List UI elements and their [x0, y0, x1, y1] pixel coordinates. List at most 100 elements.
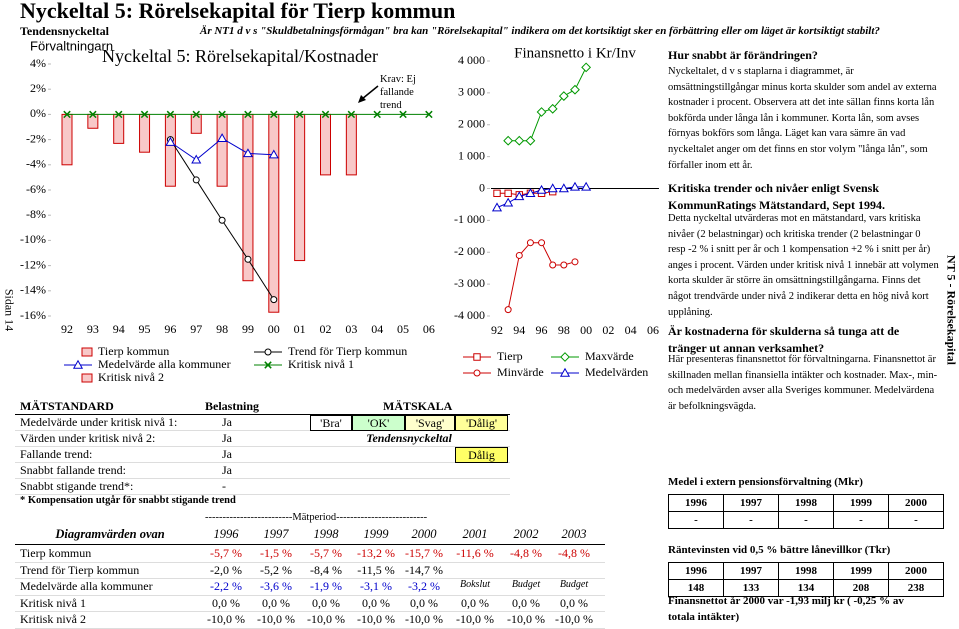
table-cell: 0,0 %	[262, 595, 290, 610]
row-rule	[15, 494, 510, 495]
y-tick-label: 3 000	[458, 85, 485, 99]
table-cell: -5,2 %	[260, 562, 292, 577]
row-rule	[15, 594, 605, 596]
table-cell: -10,0 %	[405, 612, 443, 626]
row-value: Ja	[222, 447, 232, 461]
legend-swatch	[81, 373, 93, 383]
chart-title: Nyckeltal 5: Rörelsekapital/Kostnader	[102, 46, 378, 66]
data-point	[321, 110, 330, 119]
data-point	[569, 181, 581, 191]
row-rule	[15, 446, 510, 447]
data-point	[191, 154, 202, 164]
legend-marker	[264, 361, 272, 369]
page-subtitle: Tendensnyckeltal	[20, 24, 109, 38]
data-point	[89, 110, 97, 119]
data-point	[218, 216, 226, 224]
data-point	[347, 110, 356, 119]
row-rule	[15, 430, 510, 431]
x-tick-label: 06	[647, 323, 659, 337]
x-tick-label: 92	[491, 323, 503, 337]
table-cell: -10,0 %	[555, 612, 593, 626]
x-tick-label: 98	[558, 323, 570, 337]
table-header: Diagramvärden ovan	[55, 527, 165, 541]
row-label: Fallande trend:	[20, 447, 93, 461]
table-cell: -13,2 %	[357, 546, 395, 560]
table-header: 2001	[462, 527, 488, 541]
row-value: Ja	[222, 463, 232, 477]
section-heading: Kritiska trender och nivåer enligt Svens…	[668, 181, 886, 212]
table-cell: -1,9 %	[310, 579, 342, 593]
x-tick-label: 02	[602, 323, 614, 337]
legend-label: Trend för Tierp kommun	[288, 344, 407, 358]
chart-label: Förvaltningarn	[30, 38, 113, 53]
y-tick-label: -16%	[20, 308, 46, 322]
data-point	[270, 110, 278, 119]
x-tick-label: 93	[87, 322, 99, 336]
table-cell: -	[888, 511, 944, 529]
x-tick-label: 03	[345, 322, 357, 336]
note: Finansnettot år 2000 var -1,93 milj kr (…	[668, 595, 904, 623]
row-value: -	[222, 479, 226, 493]
data-point	[547, 103, 558, 114]
legend-label: Tierp kommun	[98, 344, 169, 358]
table-title: Medel i extern pensionsförvaltning (Mkr)	[668, 476, 863, 488]
row-rule	[15, 578, 605, 579]
bar	[345, 113, 357, 176]
table-cell: -10,0 %	[257, 612, 295, 626]
table-header: 1998	[778, 562, 833, 580]
footnote: * Kompensation utgår för snabbt stigande…	[20, 495, 236, 506]
y-tick-label: -6%	[26, 182, 46, 196]
x-tick-label: 04	[371, 322, 383, 336]
data-point	[570, 84, 580, 95]
data-point	[399, 110, 407, 119]
y-tick-label: -2%	[26, 131, 46, 145]
annotation-arrow	[361, 85, 379, 100]
legend-label: Medelvärden	[585, 365, 648, 379]
table-cell: 148	[668, 579, 723, 597]
table-cell: -10,0 %	[456, 612, 494, 626]
y-tick-label: 2 000	[458, 117, 485, 131]
x-tick-label: 06	[423, 322, 435, 336]
y-tick-label: -1 000	[454, 212, 485, 226]
row-rule	[15, 561, 605, 563]
row-value: Ja	[222, 415, 232, 429]
table-cell: Budget	[559, 579, 589, 590]
row-label: Snabbt fallande trend:	[20, 463, 126, 477]
legend-label: Kritisk nivå 2	[98, 370, 164, 384]
table-cell: 0,0 %	[461, 595, 489, 610]
section-text: Nyckeltalet, d v s staplarna i diagramme…	[668, 66, 937, 171]
table-cell: -8,4 %	[310, 562, 342, 577]
x-tick-label: 01	[294, 322, 306, 336]
page-question: Är NT1 d v s "Skuldbetalningsförmågan" b…	[200, 25, 880, 37]
data-point	[63, 110, 71, 119]
x-tick-label: 04	[625, 323, 637, 337]
legend-label: Maxvärde	[585, 349, 634, 363]
table-header: 1997	[723, 494, 778, 512]
data-point	[536, 184, 547, 194]
row-label: Medelvärde under kritisk nivå 1:	[20, 415, 178, 429]
section-text: Detta nyckeltal utvärderas mot en mätsta…	[668, 213, 939, 318]
table-cell: -10,0 %	[507, 612, 545, 626]
x-tick-label: 96	[164, 322, 176, 336]
period-label: -------------------------Mätperiod------…	[205, 512, 428, 523]
data-point	[493, 189, 501, 197]
table-cell: -10,0 %	[307, 612, 345, 626]
x-tick-label: 95	[139, 322, 151, 336]
y-tick-label: -2 000	[454, 244, 485, 258]
data-point	[558, 91, 569, 101]
y-tick-label: -8%	[26, 207, 46, 221]
scale-subtitle: Tendensnyckeltal	[366, 431, 452, 445]
table-cell: Bokslut	[460, 579, 490, 590]
data-point	[526, 239, 534, 247]
row-label: Tierp kommun	[20, 546, 92, 560]
legend-label: Minvärde	[497, 365, 544, 379]
x-tick-label: 00	[268, 322, 280, 336]
table-header: MÄTSTANDARD	[20, 399, 114, 413]
table-cell: -15,7 %	[405, 546, 443, 560]
table-header: 2000	[888, 562, 944, 580]
annotation: Krav: Ej fallande trend	[380, 74, 416, 111]
row-rule	[15, 611, 605, 612]
bar	[164, 113, 176, 187]
data-point	[571, 258, 579, 266]
